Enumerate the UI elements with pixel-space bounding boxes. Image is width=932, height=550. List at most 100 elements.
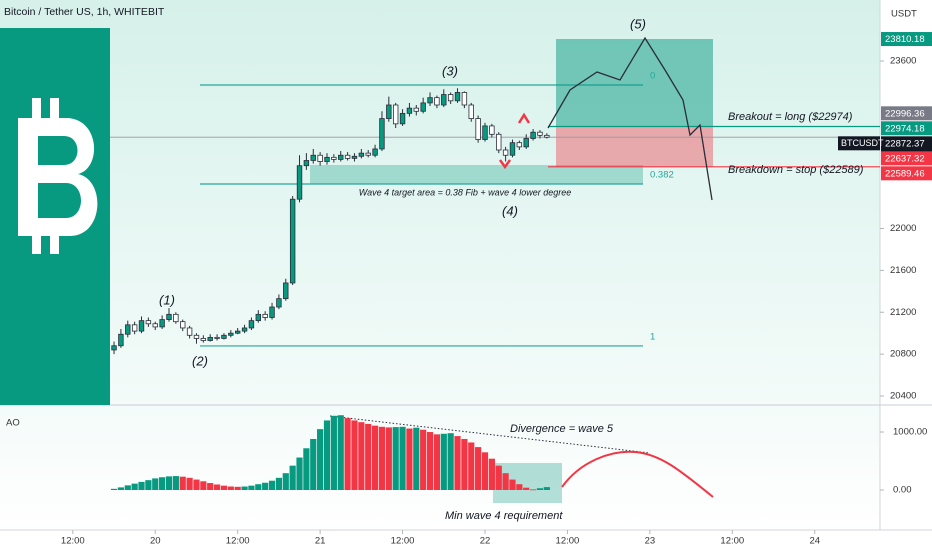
price-badge xyxy=(881,151,932,166)
ao-bar xyxy=(186,477,193,490)
ao-bar xyxy=(220,485,228,490)
price-badge xyxy=(881,32,932,47)
ao-bar xyxy=(193,479,200,490)
candle-body xyxy=(269,306,275,318)
stop-zone xyxy=(556,126,713,167)
ao-bar xyxy=(234,486,241,490)
ao-bar xyxy=(296,457,303,490)
ao-title: AO xyxy=(6,418,20,429)
ao-bar xyxy=(454,436,461,490)
price-badge-label: 22589.46 xyxy=(885,168,925,179)
candle-body xyxy=(530,131,536,139)
candle-body xyxy=(406,107,413,114)
candle-body xyxy=(296,165,303,200)
min-wave4-note: Min wave 4 requirement xyxy=(445,510,563,522)
candle-body xyxy=(234,330,241,334)
ao-bar xyxy=(433,434,441,490)
ao-bar xyxy=(406,428,413,490)
candle-body xyxy=(392,104,399,125)
candle-body xyxy=(131,324,138,332)
wave4-target-note: Wave 4 target area = 0.38 Fib + wave 4 l… xyxy=(359,187,571,197)
candle-body xyxy=(516,142,523,148)
ao-bar xyxy=(529,489,537,491)
candle-body xyxy=(166,313,172,320)
ao-bar xyxy=(385,427,392,490)
candle-body xyxy=(344,154,351,159)
candle-body xyxy=(413,107,419,112)
symbol-badge xyxy=(838,136,880,151)
candle-body xyxy=(193,334,200,339)
x-tick-label: 12:00 xyxy=(226,536,250,547)
ao-bar xyxy=(509,479,516,490)
candle-body xyxy=(324,156,330,162)
ao-bar xyxy=(172,476,179,490)
ao-bar xyxy=(200,481,207,490)
ao-bar xyxy=(344,418,351,490)
ao-bar xyxy=(358,422,365,490)
ao-bar xyxy=(124,485,131,490)
ao-bar xyxy=(282,473,289,490)
ao-bar xyxy=(475,447,482,490)
ao-bar xyxy=(152,478,159,490)
breakout-note: Breakout = long ($22974) xyxy=(728,111,853,123)
y-tick-label: 22000 xyxy=(890,223,916,234)
candle-body xyxy=(221,334,227,339)
ao-bar xyxy=(117,487,125,490)
price-badge-label: 22996.36 xyxy=(885,108,925,119)
ao-bar xyxy=(420,429,427,490)
ao-bar xyxy=(330,415,337,490)
ao-bar xyxy=(543,487,550,490)
y-tick-label: 0.00 xyxy=(893,485,912,496)
ao-bar xyxy=(317,429,324,490)
ao-bar xyxy=(159,477,166,490)
ao-bar xyxy=(481,452,489,490)
candle-body xyxy=(228,332,234,336)
candle-body xyxy=(186,327,193,336)
candle-body xyxy=(475,118,481,140)
bitcoin-logo xyxy=(18,98,98,254)
ao-bar xyxy=(536,488,544,490)
price-badge-label: 22872.37 xyxy=(885,138,925,149)
candle-body xyxy=(386,104,392,120)
candle-body xyxy=(489,125,495,135)
candle-body xyxy=(338,154,344,160)
candle-body xyxy=(255,313,261,322)
wave4-target-area xyxy=(310,165,643,184)
price-badge-label: 23810.18 xyxy=(885,34,925,45)
candle-body xyxy=(276,298,282,308)
candle-body xyxy=(283,282,289,300)
candle-body xyxy=(441,94,447,106)
ao-bar xyxy=(213,484,221,490)
chevron-up xyxy=(517,112,531,124)
wave-label: (3) xyxy=(442,63,458,78)
ao-bar xyxy=(110,488,118,490)
price-badge xyxy=(881,166,932,181)
ao-bar xyxy=(138,481,145,490)
y-tick-label: 20800 xyxy=(890,349,916,360)
chevron-down xyxy=(498,159,512,170)
candle-body xyxy=(125,324,131,335)
ao-projection xyxy=(561,450,714,498)
candle-body xyxy=(379,118,385,150)
ao-bar xyxy=(303,448,310,490)
candle-body xyxy=(152,323,158,328)
candle-body xyxy=(434,97,440,106)
ao-bar xyxy=(275,477,283,490)
candle-body xyxy=(496,133,502,151)
ao-bar xyxy=(255,484,262,490)
candle-body xyxy=(544,134,550,138)
candle-body xyxy=(523,138,529,148)
ao-bar xyxy=(440,433,447,490)
ao-bar xyxy=(468,442,475,490)
ao-bar xyxy=(516,484,523,490)
x-tick-label: 22 xyxy=(480,536,491,547)
ao-bar xyxy=(523,487,530,490)
ao-bar xyxy=(207,483,214,490)
ao-bar xyxy=(131,483,138,490)
ao-bar xyxy=(502,473,509,490)
candle-body xyxy=(159,319,165,328)
ao-bar xyxy=(179,476,186,490)
candle-body xyxy=(145,320,152,325)
divergence-note: Divergence = wave 5 xyxy=(510,423,614,435)
